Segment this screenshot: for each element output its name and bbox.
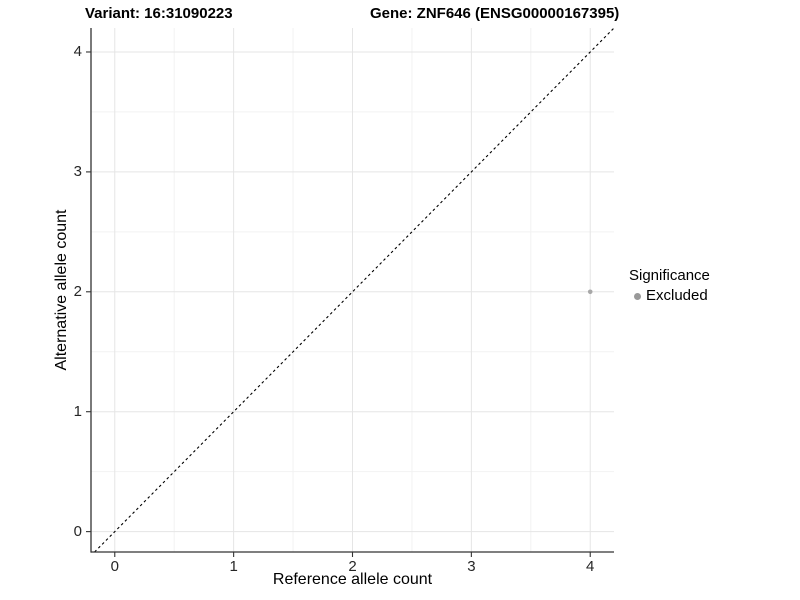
identity-line <box>94 27 615 553</box>
plot-title-gene: Gene: ZNF646 (ENSG00000167395) <box>370 5 620 22</box>
x-tick-label: 3 <box>467 558 476 575</box>
x-tick-label: 2 <box>348 558 357 575</box>
y-tick-label: 1 <box>73 402 82 420</box>
y-tick-label: 4 <box>73 42 82 60</box>
legend: Significance Excluded <box>629 266 710 305</box>
x-tick-label: 1 <box>229 558 238 575</box>
legend-key-dot-icon <box>634 292 641 300</box>
plot-title-variant: Variant: 16:31090223 <box>85 5 233 22</box>
legend-item: Excluded <box>629 287 710 305</box>
x-tick-label: 0 <box>110 558 119 575</box>
y-tick-label: 3 <box>73 162 82 180</box>
y-tick-label: 0 <box>73 522 82 540</box>
legend-item-label: Excluded <box>646 287 708 304</box>
x-tick-label: 4 <box>586 558 595 575</box>
data-point <box>587 289 593 295</box>
x-axis-title: Reference allele count <box>272 571 433 588</box>
legend-title: Significance <box>629 267 710 284</box>
y-tick-label: 2 <box>73 282 82 300</box>
